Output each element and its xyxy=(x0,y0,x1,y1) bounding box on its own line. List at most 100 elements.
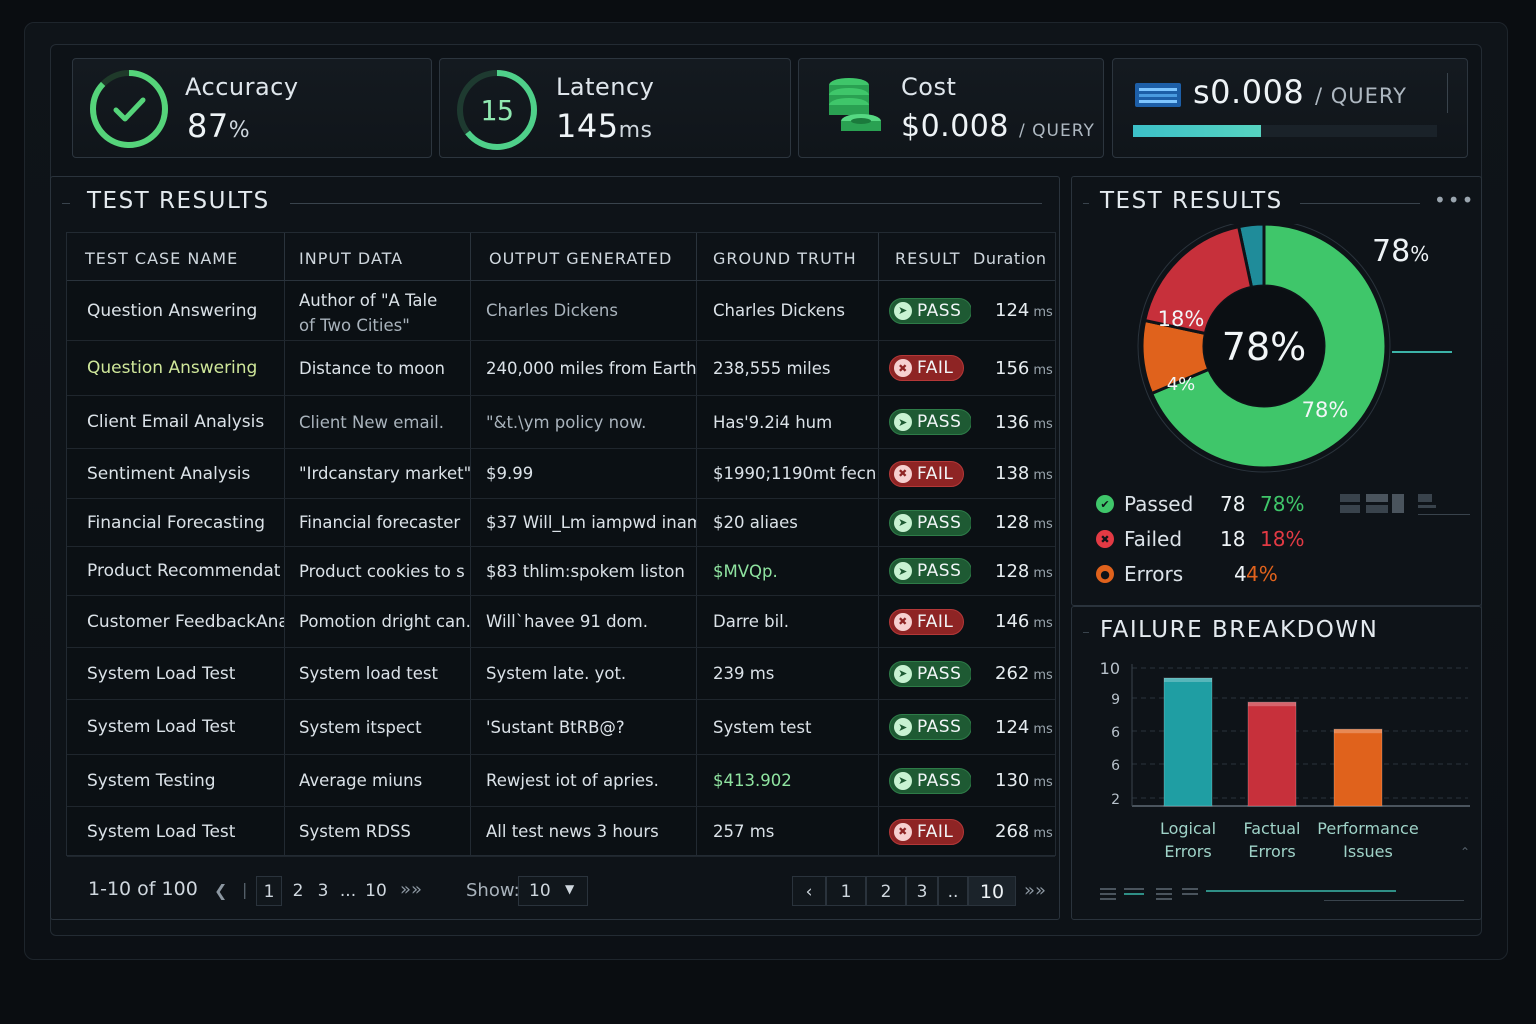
next-page-icon[interactable]: »» xyxy=(400,879,423,900)
fail-x-icon: ✖ xyxy=(894,612,912,631)
first-page-icon[interactable]: | xyxy=(242,880,248,899)
cell-ground-truth: 239 ms xyxy=(697,648,879,699)
title-rule xyxy=(290,203,1042,204)
x-category-label: Errors xyxy=(1248,842,1295,861)
cell-output-generated: System late. yot. xyxy=(471,648,697,699)
cell-test-case-name: Financial Forecasting xyxy=(67,499,285,546)
cell-output-generated: 240,000 miles from Earth xyxy=(471,341,697,395)
table-row[interactable]: Question Answering Author of "A Tale of T… xyxy=(67,281,1055,341)
cell-duration: 128 ms xyxy=(995,512,1053,533)
table-row[interactable]: System Load Test System RDSS All test ne… xyxy=(67,807,1055,857)
col-test-case-name[interactable]: TEST CASE NAME xyxy=(67,233,285,281)
cell-input-data: System load test xyxy=(285,648,471,699)
cell-test-case-name: Product Recommendat xyxy=(67,547,285,595)
cell-input-data: Author of "A Tale of Two Cities" xyxy=(285,281,471,340)
failure-bar-chart: 10 9 6 6 2 Logical Errors Factual Errors Performa… xyxy=(1100,659,1470,861)
pass-badge: ➤ PASS xyxy=(889,558,971,584)
cell-output-generated: $83 thlim:spokem liston xyxy=(471,547,697,595)
fail-badge: ✖ FAIL xyxy=(889,355,965,381)
page-link[interactable]: ... xyxy=(339,881,357,901)
page-link[interactable]: 2 xyxy=(292,881,304,901)
failure-breakdown-title: FAILURE BREAKDOWN xyxy=(1100,617,1379,643)
cell-ground-truth: Has'9.2i4 hum xyxy=(697,396,879,448)
bar-performance-issues xyxy=(1333,728,1383,807)
cell-duration: 136 ms xyxy=(995,411,1053,433)
pagination-range: 1-10 of 100 xyxy=(88,878,198,900)
cell-result: ✖ FAIL xyxy=(879,449,971,498)
legend-percent: 4% xyxy=(1246,562,1278,586)
page-link[interactable]: 3 xyxy=(317,881,329,901)
page-size-select[interactable]: 10 ▼ xyxy=(518,876,588,906)
table-row[interactable]: Sentiment Analysis "Irdcanstary market" … xyxy=(67,449,1055,499)
pager-page-button[interactable]: 3 xyxy=(906,876,938,906)
col-result[interactable]: RESULT xyxy=(895,249,961,268)
legend-item-errors: ● Errors 4 4% xyxy=(1096,562,1326,588)
donut-corner-label: 78% xyxy=(1372,234,1430,269)
legend-name: Passed xyxy=(1124,492,1194,516)
check-icon: ✔ xyxy=(1096,495,1114,513)
cell-input-data: Pomotion dright can.. xyxy=(285,596,471,647)
cell-input-data: "Irdcanstary market" xyxy=(285,449,471,498)
pass-badge: ➤ PASS xyxy=(889,660,971,687)
cell-ground-truth: Charles Dickens xyxy=(697,281,879,340)
cell-duration: 128 ms xyxy=(995,560,1053,582)
legend-item-passed: ✔ Passed 78 78% xyxy=(1096,492,1326,518)
cell-duration: 124 ms xyxy=(995,300,1053,321)
cell-ground-truth: $413.902 xyxy=(697,755,879,806)
pager-next-icon[interactable]: »» xyxy=(1024,880,1047,901)
cell-test-case-name: System Testing xyxy=(67,755,285,806)
table-row[interactable]: System Load Test System load test System… xyxy=(67,648,1055,700)
pass-arrow-icon: ➤ xyxy=(894,513,912,532)
col-duration[interactable]: Duration xyxy=(973,249,1047,268)
donut-label-errors: 4% xyxy=(1167,374,1196,395)
cost-value: $0.008 / QUERY xyxy=(901,109,1095,144)
cell-output-generated: $9.99 xyxy=(471,449,697,498)
cell-result: ➤ PASS xyxy=(879,547,971,595)
donut-label-failed: 18% xyxy=(1158,307,1205,331)
cell-test-case-name: Sentiment Analysis xyxy=(67,449,285,498)
cell-result: ➤ PASS xyxy=(879,281,971,340)
page-link[interactable]: 1 xyxy=(256,876,282,906)
more-options-icon[interactable]: ••• xyxy=(1434,188,1476,212)
table-row[interactable]: System Testing Average miuns Rewjest iot… xyxy=(67,755,1055,807)
pager-page-button[interactable]: 2 xyxy=(866,876,906,906)
latency-value: 145ms xyxy=(556,107,653,145)
table-row[interactable]: Product Recommendat Product cookies to s… xyxy=(67,547,1055,596)
cost-per-query-value: s0.008 / QUERY xyxy=(1193,73,1407,111)
cell-duration: 138 ms xyxy=(995,463,1053,484)
pass-arrow-icon: ➤ xyxy=(894,718,912,736)
pager-prev-button[interactable]: ‹ xyxy=(792,876,826,906)
cell-ground-truth: 257 ms xyxy=(697,807,879,856)
cost-label: Cost xyxy=(901,73,957,101)
table-row[interactable]: Client Email Analysis Client New email. … xyxy=(67,396,1055,449)
pager-page-button[interactable]: 10 xyxy=(968,876,1016,906)
y-tick-label: 6 xyxy=(1111,725,1120,741)
cell-result: ✖ FAIL xyxy=(879,341,971,395)
legend-name: Errors xyxy=(1124,562,1184,586)
pager-page-button[interactable]: 1 xyxy=(826,876,866,906)
col-output-generated[interactable]: OUTPUT GENERATED xyxy=(471,233,697,281)
accuracy-value: 87% xyxy=(187,107,251,145)
col-ground-truth[interactable]: GROUND TRUTH xyxy=(697,233,879,281)
table-row[interactable]: Question Answering Distance to moon 240,… xyxy=(67,341,1055,396)
cell-ground-truth: Darre bil. xyxy=(697,596,879,647)
cost-progress-track xyxy=(1133,125,1437,137)
pager-page-button[interactable]: .. xyxy=(938,876,968,906)
table-header: TEST CASE NAME INPUT DATA OUTPUT GENERAT… xyxy=(67,233,1055,281)
collapse-icon[interactable]: ⌃ xyxy=(1460,845,1471,859)
table-row[interactable]: Customer FeedbackAnals Pomotion dright c… xyxy=(67,596,1055,648)
col-input-data[interactable]: INPUT DATA xyxy=(285,233,471,281)
fail-badge: ✖ FAIL xyxy=(889,608,965,635)
legend-percent: 18% xyxy=(1260,527,1305,551)
table-row[interactable]: Financial Forecasting Financial forecast… xyxy=(67,499,1055,547)
fail-x-icon: ✖ xyxy=(894,822,912,841)
page-link[interactable]: 10 xyxy=(365,881,387,901)
title-dash xyxy=(1083,632,1089,633)
summary-title: TEST RESULTS xyxy=(1100,188,1283,214)
cell-input-data: System RDSS xyxy=(285,807,471,856)
prev-page-icon[interactable]: ❮ xyxy=(214,881,228,900)
fail-x-icon: ✖ xyxy=(894,464,912,483)
cell-input-data: Average miuns xyxy=(285,755,471,806)
test-results-title: TEST RESULTS xyxy=(87,188,270,214)
table-row[interactable]: System Load Test System itspect 'Sustant… xyxy=(67,700,1055,755)
